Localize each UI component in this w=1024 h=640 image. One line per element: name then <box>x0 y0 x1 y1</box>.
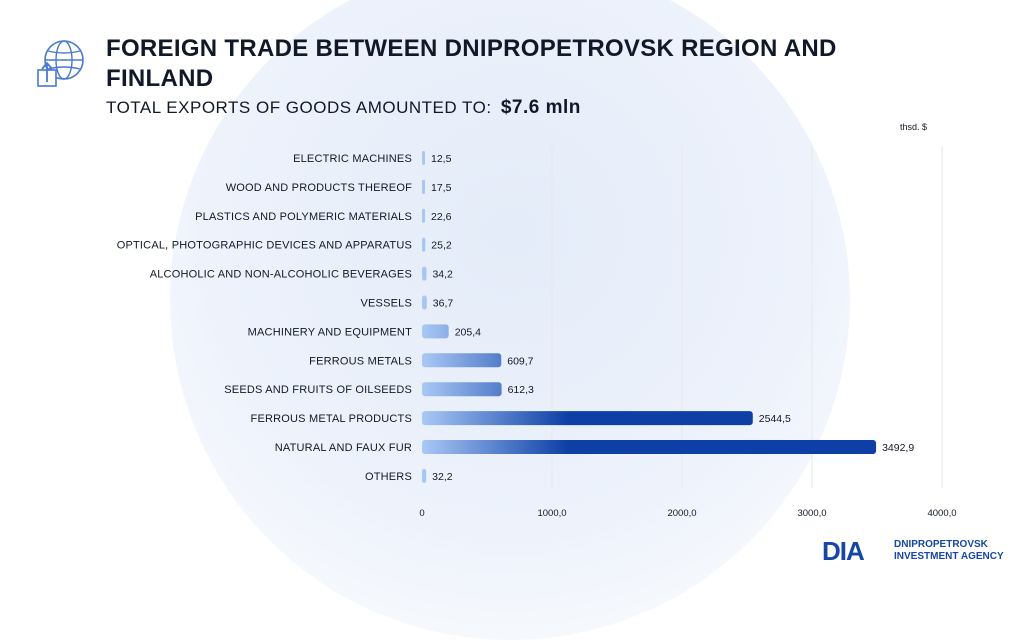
x-tick-label: 2000,0 <box>667 508 696 519</box>
x-tick-label: 3000,0 <box>797 508 826 519</box>
bar <box>422 411 753 426</box>
data-label: 12,5 <box>431 153 452 165</box>
subtitle: TOTAL EXPORTS OF GOODS AMOUNTED TO: $7.6… <box>106 97 581 119</box>
data-label: 34,2 <box>432 269 453 281</box>
globe-export-icon <box>37 40 84 87</box>
category-label: NATURAL AND FAUX FUR <box>275 442 412 454</box>
data-label: 205,4 <box>455 326 481 338</box>
bar <box>422 468 427 483</box>
total-exports-value: $7.6 mln <box>500 97 581 118</box>
x-tick-label: 4000,0 <box>927 508 956 519</box>
category-label: PLASTICS AND POLYMERIC MATERIALS <box>195 211 412 223</box>
bar <box>422 295 427 310</box>
bar <box>422 266 427 281</box>
data-label: 32,2 <box>432 471 453 483</box>
brand-mark: DIA <box>822 536 865 566</box>
category-label: ELECTRIC MACHINES <box>293 153 412 165</box>
data-label: 2544,5 <box>759 413 791 425</box>
background-circle <box>170 0 850 640</box>
bar <box>422 237 426 252</box>
data-label: 22,6 <box>431 211 452 223</box>
category-label: OPTICAL, PHOTOGRAPHIC DEVICES AND APPARA… <box>117 240 412 252</box>
x-tick-label: 0 <box>419 508 424 519</box>
category-label: FERROUS METALS <box>309 355 412 367</box>
brand-line-2: INVESTMENT AGENCY <box>894 551 1004 562</box>
bar <box>422 353 502 368</box>
data-label: 17,5 <box>431 182 452 194</box>
bar <box>422 324 449 339</box>
x-tick-label: 1000,0 <box>537 508 566 519</box>
bar-chart: 0 1000,0 2000,0 3000,0 4000,0 ELECTRIC MACHIN… <box>117 146 957 519</box>
category-label: VESSELS <box>360 298 412 310</box>
bar <box>422 208 425 223</box>
subtitle-label: TOTAL EXPORTS OF GOODS AMOUNTED TO: <box>106 98 492 117</box>
category-label: MACHINERY AND EQUIPMENT <box>248 326 412 338</box>
category-label: SEEDS AND FRUITS OF OILSEEDS <box>224 384 412 396</box>
unit-label: thsd. $ <box>900 122 928 132</box>
category-label: ALCOHOLIC AND NON-ALCOHOLIC BEVERAGES <box>150 269 412 281</box>
brand-name: DNIPROPETROVSK INVESTMENT AGENCY <box>894 539 1004 563</box>
bar <box>422 179 425 194</box>
data-label: 609,7 <box>507 355 533 367</box>
data-label: 25,2 <box>431 240 452 252</box>
data-label: 3492,9 <box>882 442 914 454</box>
bar <box>422 382 502 397</box>
data-label: 612,3 <box>508 384 534 396</box>
brand-line-1: DNIPROPETROVSK <box>894 539 988 550</box>
category-label: FERROUS METAL PRODUCTS <box>251 413 412 425</box>
category-label: OTHERS <box>365 471 412 483</box>
bar <box>422 151 425 165</box>
data-label: 36,7 <box>433 298 454 310</box>
bar <box>422 440 877 454</box>
category-label: WOOD AND PRODUCTS THEREOF <box>226 182 412 194</box>
chart-title: FOREIGN TRADE BETWEEN DNIPROPETROVSK REG… <box>106 35 837 92</box>
